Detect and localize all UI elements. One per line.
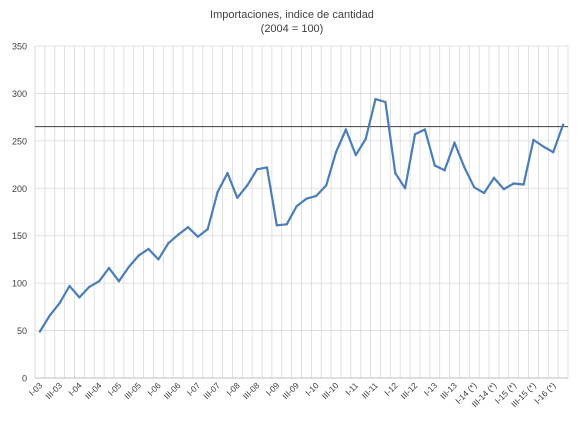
x-tick-label: III-08	[241, 380, 262, 401]
x-tick-label: I-09	[264, 380, 282, 398]
data-point	[157, 258, 160, 261]
chart-subtitle: (2004 = 100)	[260, 23, 324, 35]
data-point	[374, 97, 377, 101]
y-tick-label: 100	[12, 279, 27, 289]
data-point	[344, 128, 348, 131]
y-tick-label: 150	[12, 231, 27, 241]
x-tick-label: I-16 (*)	[532, 380, 558, 406]
x-tick-label: I-05	[106, 380, 124, 398]
data-point	[236, 196, 239, 199]
data-point	[265, 166, 269, 169]
data-point	[196, 235, 200, 238]
x-tick-label: III-03	[43, 380, 64, 401]
data-point	[453, 141, 456, 144]
data-point	[542, 145, 545, 148]
data-point	[315, 194, 318, 198]
data-point	[443, 169, 446, 172]
data-point	[285, 223, 288, 226]
x-tick-label: I-06	[145, 380, 163, 398]
x-tick-label: I-10	[303, 380, 321, 398]
y-tick-label: 250	[12, 136, 27, 146]
x-tick-label: I-08	[224, 380, 242, 398]
data-point	[206, 227, 209, 231]
data-point	[561, 123, 565, 126]
x-tick-label: III-12	[399, 380, 420, 401]
data-point	[137, 254, 140, 257]
x-tick-label: III-07	[201, 380, 222, 401]
chart-title: Importaciones, indice de cantidad	[210, 9, 374, 21]
data-point	[107, 266, 111, 270]
data-point	[246, 184, 249, 187]
data-point	[512, 182, 515, 185]
data-point	[532, 138, 535, 142]
data-point	[38, 330, 42, 333]
x-tick-label: III-11	[360, 380, 381, 401]
x-tick-label: III-04	[83, 380, 104, 401]
data-point	[433, 164, 436, 167]
y-tick-label: 50	[17, 326, 27, 336]
x-tick-label: I-03	[27, 380, 45, 398]
data-point	[384, 100, 387, 104]
x-tick-label: I-07	[185, 380, 203, 398]
data-point	[176, 233, 180, 236]
data-point	[216, 190, 219, 194]
data-point	[127, 265, 130, 269]
data-point	[423, 128, 427, 131]
x-tick-label: I-04	[66, 380, 84, 398]
data-point	[275, 224, 279, 227]
x-tick-label: III-06	[162, 380, 183, 401]
data-point	[324, 184, 328, 187]
y-tick-label: 350	[12, 42, 27, 52]
x-tick-label: III-10	[320, 380, 341, 401]
data-point	[295, 205, 298, 208]
data-point	[58, 301, 61, 305]
data-point	[551, 151, 555, 154]
data-point	[473, 186, 476, 189]
data-point	[364, 137, 367, 141]
x-tick-label: III-09	[280, 380, 301, 401]
data-point	[167, 242, 170, 245]
data-point	[88, 285, 91, 289]
x-tick-label: III-05	[122, 380, 143, 401]
data-point	[334, 151, 338, 154]
data-point	[147, 247, 150, 251]
data-point	[492, 176, 496, 180]
data-point	[403, 187, 407, 190]
data-point	[413, 133, 417, 136]
x-tick-label: I-13	[422, 380, 440, 398]
data-point	[502, 188, 506, 191]
data-point	[68, 284, 71, 288]
data-point	[226, 171, 229, 175]
data-point	[117, 280, 121, 283]
y-tick-label: 0	[22, 374, 27, 384]
data-point	[78, 296, 81, 299]
x-tick-label: I-11	[343, 380, 360, 397]
data-point	[394, 171, 397, 175]
data-point	[522, 183, 525, 186]
data-point	[97, 280, 101, 283]
data-point	[463, 166, 466, 169]
x-tick-label: I-12	[382, 380, 400, 398]
data-point	[48, 314, 52, 317]
data-point	[305, 197, 308, 200]
series-line	[38, 97, 565, 333]
y-tick-label: 300	[12, 89, 27, 99]
data-point	[354, 153, 357, 157]
data-point	[482, 191, 486, 195]
data-point	[255, 168, 259, 171]
data-point	[186, 225, 190, 229]
y-tick-label: 200	[12, 184, 27, 194]
